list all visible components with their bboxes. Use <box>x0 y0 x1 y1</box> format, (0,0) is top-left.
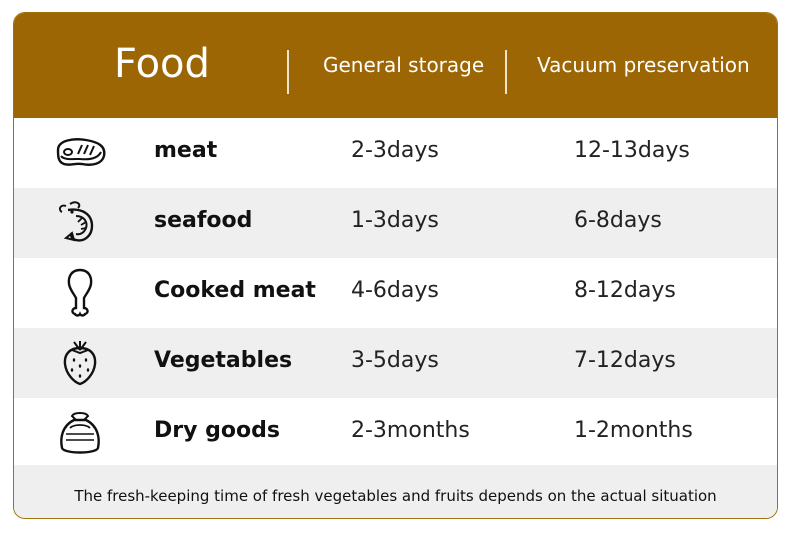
vacuum-preservation-value: 12-13days <box>574 138 690 163</box>
food-name: Dry goods <box>154 418 280 443</box>
table-row-cooked-meat: Cooked meat 4-6days 8-12days <box>14 258 777 328</box>
drumstick-icon <box>67 268 93 317</box>
header-divider <box>505 50 507 94</box>
food-name: meat <box>154 138 218 163</box>
vacuum-preservation-value: 8-12days <box>574 278 676 303</box>
table-row-vegetables: Vegetables 3-5days 7-12days <box>14 328 777 398</box>
food-name: seafood <box>154 208 253 233</box>
general-storage-value: 4-6days <box>351 278 439 303</box>
strawberry-icon <box>63 341 97 386</box>
general-storage-value: 1-3days <box>351 208 439 233</box>
food-name: Cooked meat <box>154 278 316 303</box>
vacuum-preservation-value: 1-2months <box>574 418 693 443</box>
food-name: Vegetables <box>154 348 293 373</box>
general-storage-value: 2-3days <box>351 138 439 163</box>
shrimp-icon <box>58 201 94 242</box>
vacuum-preservation-value: 7-12days <box>574 348 676 373</box>
header-general-storage: General storage <box>323 53 485 77</box>
general-storage-value: 2-3months <box>351 418 470 443</box>
table-footer: The fresh-keeping time of fresh vegetabl… <box>14 465 777 518</box>
vacuum-preservation-value: 6-8days <box>574 208 662 233</box>
table-header: Food General storage Vacuum preservation <box>14 13 777 118</box>
general-storage-value: 3-5days <box>351 348 439 373</box>
header-vacuum-preservation: Vacuum preservation <box>537 53 750 77</box>
grain-sack-icon <box>60 412 100 454</box>
storage-table-card: Food General storage Vacuum preservation… <box>13 12 778 519</box>
table-row-seafood: seafood 1-3days 6-8days <box>14 188 777 258</box>
header-divider <box>287 50 289 94</box>
table-row-dry-goods: Dry goods 2-3months 1-2months <box>14 398 777 468</box>
footer-note: The fresh-keeping time of fresh vegetabl… <box>74 487 717 505</box>
header-food-label: Food <box>114 41 210 87</box>
table-row-meat: meat 2-3days 12-13days <box>14 118 777 188</box>
steak-icon <box>56 138 106 166</box>
